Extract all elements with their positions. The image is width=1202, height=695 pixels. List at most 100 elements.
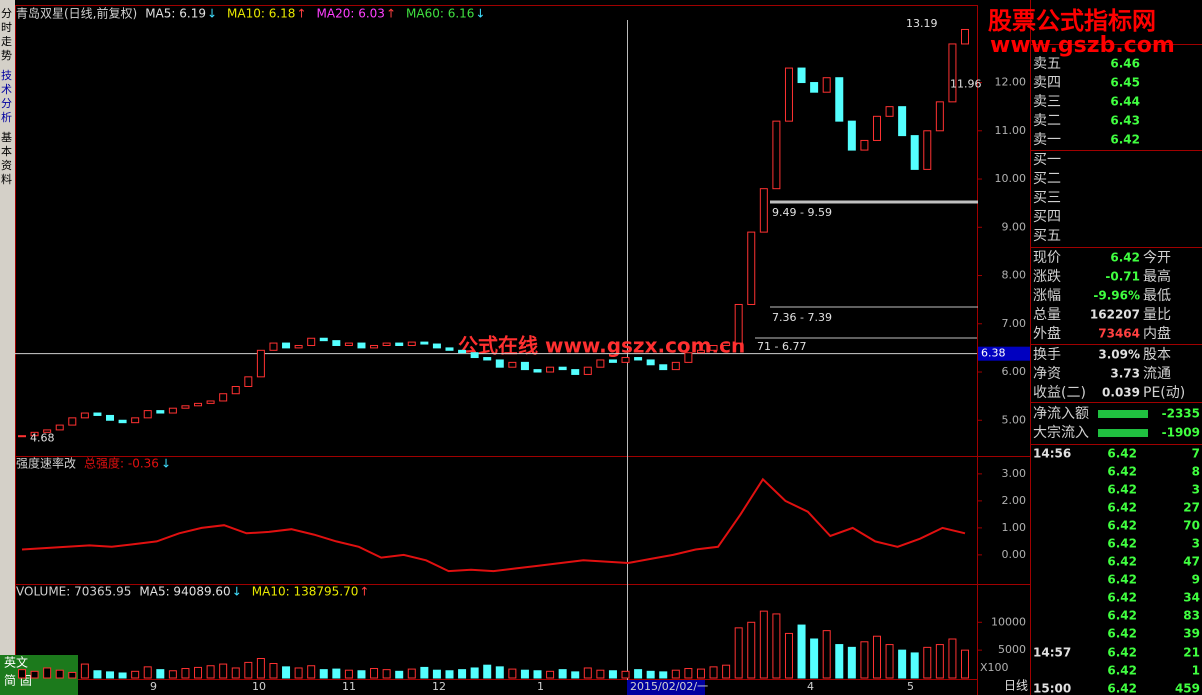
sidebar-tab[interactable]: 时	[1, 21, 12, 34]
stat-label: 流通	[1143, 366, 1171, 382]
candle	[923, 130, 932, 170]
candle	[659, 364, 668, 371]
candle	[860, 139, 869, 151]
arrow: ↓	[207, 7, 217, 21]
volume-bar	[181, 668, 190, 679]
candle	[294, 344, 303, 349]
candle	[872, 115, 881, 141]
arrow: ↓	[161, 457, 171, 471]
candle	[483, 357, 492, 361]
stat-label: 涨跌	[1033, 269, 1061, 285]
candle	[621, 357, 630, 363]
panel-title: 强度速率改	[16, 456, 76, 471]
candle	[30, 431, 39, 437]
stat-label: PE(动)	[1143, 385, 1185, 401]
y-tick-label: 5.00	[1002, 413, 1027, 426]
volume-bar	[571, 671, 580, 679]
arrow: ↓	[232, 585, 242, 599]
sidebar-tab[interactable]: 技	[1, 69, 12, 82]
candle	[571, 369, 580, 375]
candle	[55, 424, 64, 431]
price-marker-label: 6.38	[981, 347, 1006, 360]
watermark-url: www.gszb.com	[990, 33, 1175, 58]
candle	[546, 366, 555, 373]
sidebar-tab[interactable]: 势	[1, 49, 12, 62]
volume-bar	[835, 644, 844, 679]
stat-label: 最低	[1143, 288, 1171, 304]
volume-bar	[646, 670, 655, 679]
candle	[709, 344, 718, 351]
sidebar-tab[interactable]: 分	[1, 97, 12, 110]
volume-bar	[231, 667, 240, 679]
period-label: 日线	[1004, 679, 1028, 693]
tick-volume: 7	[1192, 447, 1200, 461]
sidebar-tab[interactable]: 基	[1, 131, 12, 144]
candle	[395, 342, 404, 346]
volume-bar	[244, 661, 253, 679]
candle	[520, 361, 529, 371]
tick-price: 6.42	[1107, 465, 1137, 479]
sidebar-tab[interactable]: 资	[1, 159, 12, 172]
unit-label: X100	[980, 661, 1009, 674]
indicator: MA10: 6.18	[227, 7, 295, 21]
candle	[332, 340, 341, 346]
volume-bar	[256, 658, 265, 679]
candle	[961, 28, 969, 45]
candle	[319, 337, 328, 342]
sidebar-tab[interactable]: 本	[1, 144, 12, 158]
sidebar-tab[interactable]: 术	[1, 83, 12, 96]
sidebar-tab[interactable]: 析	[1, 110, 12, 124]
candle	[835, 77, 844, 122]
range-label: 71 - 6.77	[757, 340, 806, 353]
input-method-bar[interactable]	[0, 655, 78, 695]
sidebar-tab[interactable]: 走	[1, 35, 12, 48]
x-tick-label: 1	[537, 680, 544, 693]
volume-bar	[269, 663, 278, 679]
sidebar-tab[interactable]: 分	[1, 7, 12, 20]
candle	[206, 400, 215, 404]
y-tick-label: 7.00	[1002, 317, 1027, 330]
volume-bar	[948, 638, 957, 679]
candle	[634, 357, 643, 361]
volume-bar	[621, 670, 630, 679]
volume-bar	[508, 668, 517, 679]
tick-volume: 1	[1192, 664, 1200, 678]
sell-label: 卖一	[1033, 132, 1061, 148]
stat-label: 内盘	[1143, 325, 1171, 342]
sidebar-tab[interactable]: 料	[1, 172, 12, 186]
stat-label: 量比	[1143, 307, 1171, 323]
sell-price: 6.45	[1110, 76, 1140, 90]
candle	[118, 419, 127, 424]
candle	[797, 67, 806, 84]
volume-bar	[395, 670, 404, 679]
volume-bar	[709, 666, 718, 679]
x-tick-label: 11	[342, 680, 356, 693]
panel-subtitle: 总强度: -0.36	[84, 456, 159, 471]
stat-label: 今开	[1143, 250, 1171, 266]
date-highlight	[627, 680, 705, 695]
candle	[80, 412, 89, 419]
sell-price: 6.46	[1110, 57, 1140, 71]
flow-bar	[1098, 429, 1148, 437]
x-tick-label: 9	[150, 680, 157, 693]
stat-value: 162207	[1090, 308, 1140, 322]
candle	[470, 352, 479, 359]
candle	[910, 135, 919, 170]
flow-bar	[1098, 410, 1148, 418]
stat-value: -9.96%	[1093, 289, 1140, 303]
volume-bar	[370, 668, 379, 679]
tick-volume: 459	[1175, 682, 1200, 695]
range-bar	[770, 306, 978, 308]
volume-bar	[722, 664, 731, 679]
candle	[684, 352, 693, 363]
ime-options[interactable]: 简 固	[4, 674, 32, 688]
buy-label: 买三	[1033, 190, 1061, 206]
x-tick-label: 10	[252, 680, 266, 693]
high-label: 13.19	[906, 17, 938, 30]
volume-bar	[822, 630, 831, 679]
volume-bar	[319, 669, 328, 679]
candle	[722, 342, 731, 346]
volume-bar	[344, 669, 353, 679]
volume-bar	[55, 669, 64, 679]
ime-mode[interactable]: 英文	[4, 655, 28, 670]
